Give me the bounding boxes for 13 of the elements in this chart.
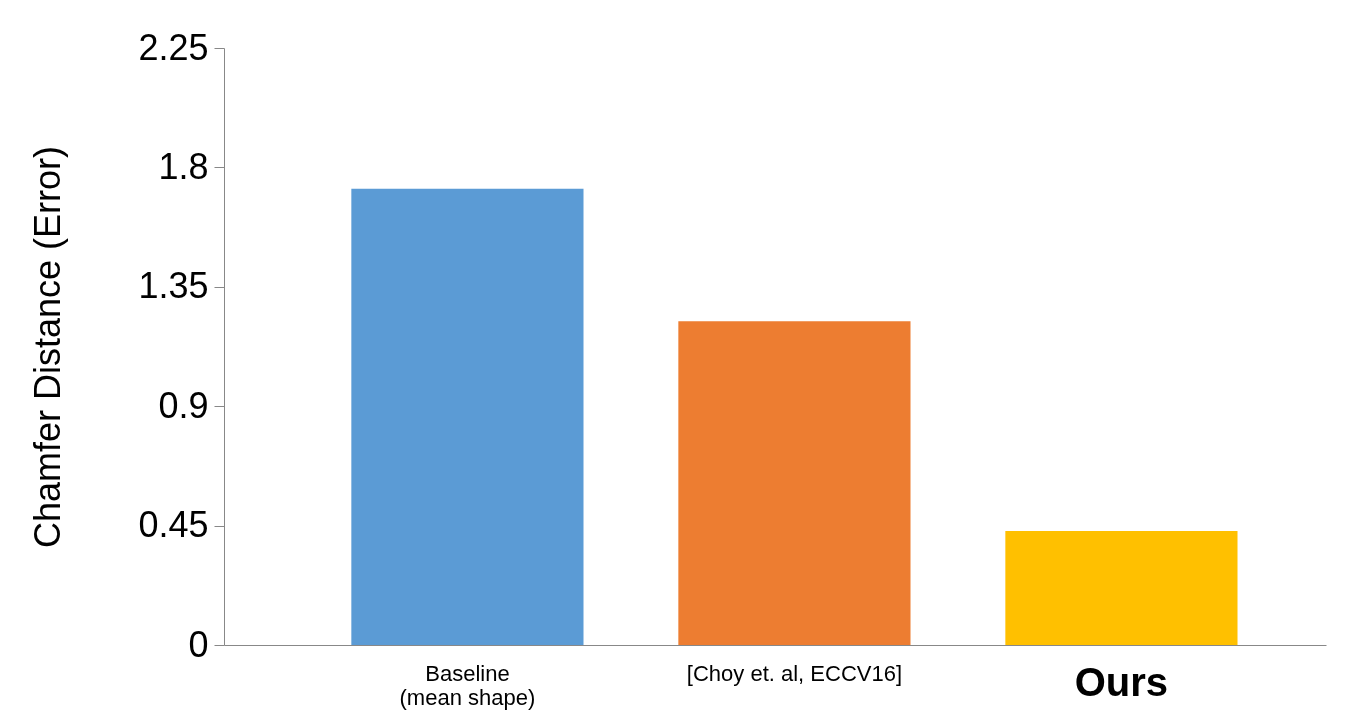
- y-tick-label: 0.45: [138, 504, 209, 546]
- bar: [1005, 530, 1238, 645]
- y-axis-title: Chamfer Distance (Error): [27, 145, 69, 549]
- y-tick-label: 0.9: [158, 384, 209, 426]
- bar: [678, 321, 911, 645]
- x-tick-label: [Choy et. al, ECCV16]: [686, 660, 903, 686]
- x-tick-label: Baseline (mean shape): [399, 660, 536, 710]
- y-tick-label: 0: [188, 623, 209, 665]
- y-tick-label: 1.8: [158, 145, 209, 187]
- bar: [351, 188, 584, 645]
- x-tick-label: Ours: [1074, 659, 1169, 704]
- y-tick-label: 1.35: [138, 265, 209, 307]
- y-tick-label: 2.25: [138, 26, 209, 68]
